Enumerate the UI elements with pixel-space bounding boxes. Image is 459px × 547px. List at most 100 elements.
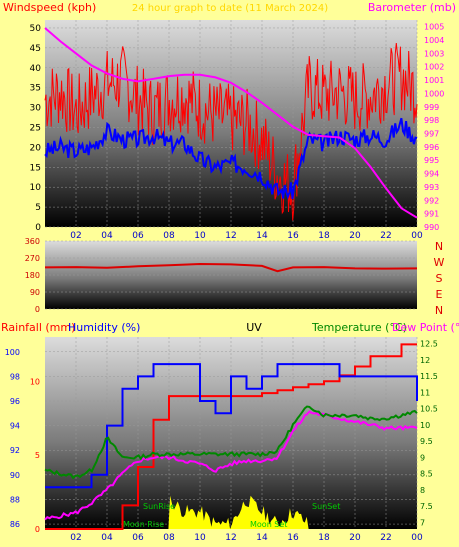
sunrise-label: SunRise	[143, 502, 175, 511]
rain-temp-x-tick-label: 12	[225, 533, 236, 543]
humidity-tick-label: 92	[10, 446, 20, 455]
direction-tick-label: 0	[35, 305, 40, 314]
barometer-axis-label: Barometer (mb)	[368, 1, 456, 14]
humidity-tick-label: 86	[10, 520, 20, 529]
series-rainfall	[45, 343, 417, 530]
humidity-tick-label: 100	[5, 348, 20, 357]
barometer-tick-label: 1002	[424, 63, 444, 72]
dewpoint-axis-label: Dew Point (°C)	[392, 321, 459, 334]
compass-label: W	[434, 256, 445, 269]
series-direction	[44, 262, 418, 273]
rainfall-tick-label: 10	[30, 377, 40, 386]
wind-x-tick-label: 00	[411, 231, 423, 241]
sunset-label: SunSet	[312, 502, 340, 511]
wind-x-tick-label: 08	[163, 231, 175, 241]
temperature-tick-label: 12.5	[420, 340, 438, 349]
compass-label: S	[436, 272, 443, 285]
windspeed-tick-label: 50	[30, 24, 42, 34]
temperature-tick-label: 10	[420, 421, 430, 430]
rain-temp-axis-ticks: 86889092949698100051077.588.599.51010.51…	[5, 340, 438, 543]
barometer-tick-label: 1005	[424, 23, 444, 32]
rain-temp-x-tick-label: 18	[318, 533, 330, 543]
wind-x-tick-label: 06	[132, 231, 144, 241]
series-dewpoint	[44, 405, 418, 480]
barometer-tick-label: 1001	[424, 76, 444, 85]
direction-series	[44, 262, 418, 273]
barometer-tick-label: 1000	[424, 89, 444, 98]
rainfall-tick-label: 5	[35, 451, 40, 460]
direction-grid	[45, 240, 417, 310]
barometer-tick-label: 992	[424, 196, 439, 205]
temperature-axis-label: Temperature (°C)	[311, 321, 407, 334]
humidity-axis-label: Humidity (%)	[68, 321, 140, 334]
windspeed-tick-label: 20	[30, 143, 42, 153]
compass-label: E	[436, 288, 443, 301]
direction-tick-label: 180	[25, 271, 40, 280]
temperature-tick-label: 9	[420, 453, 425, 462]
windspeed-tick-label: 45	[30, 44, 41, 54]
barometer-tick-label: 996	[424, 143, 439, 152]
wind-x-tick-label: 20	[349, 231, 361, 241]
temperature-tick-label: 9.5	[420, 437, 433, 446]
wind-series	[44, 27, 418, 221]
series-humidity	[45, 363, 418, 489]
rain-temp-x-tick-label: 22	[380, 533, 391, 543]
compass-label: N	[435, 240, 443, 253]
humidity-tick-label: 88	[10, 495, 20, 504]
moonrise-label: Moon Rise	[123, 520, 164, 529]
compass-label: N	[435, 304, 443, 317]
wind-axis-ticks: 0 5 10 15 20 25 30 35 40 45 50 990 991 992 993 994 995 99…	[30, 23, 445, 241]
rain-temp-x-tick-label: 20	[349, 533, 361, 543]
temperature-tick-label: 8.5	[420, 470, 433, 479]
humidity-tick-label: 94	[10, 422, 20, 431]
windspeed-tick-label: 15	[30, 163, 41, 173]
barometer-tick-label: 997	[424, 130, 439, 139]
rain-temp-x-tick-label: 16	[287, 533, 299, 543]
moonset-label: Moon Set	[250, 520, 287, 529]
temperature-tick-label: 11	[420, 388, 430, 397]
rainfall-tick-label: 0	[35, 525, 40, 534]
barometer-tick-label: 993	[424, 183, 439, 192]
wind-x-tick-label: 02	[70, 231, 81, 241]
barometer-tick-label: 994	[424, 170, 439, 179]
uv-axis-label: UV	[246, 321, 262, 334]
rain-temp-x-tick-label: 14	[256, 533, 268, 543]
windspeed-tick-label: 40	[30, 64, 42, 74]
barometer-tick-label: 1004	[424, 36, 444, 45]
wind-x-tick-label: 18	[318, 231, 330, 241]
series-avg	[44, 117, 418, 200]
wind-x-tick-label: 12	[225, 231, 236, 241]
barometer-tick-label: 990	[424, 223, 439, 232]
wind-x-tick-label: 14	[256, 231, 268, 241]
temperature-tick-label: 10.5	[420, 405, 438, 414]
barometer-tick-label: 999	[424, 103, 439, 112]
temperature-tick-label: 8	[420, 486, 425, 495]
rainfall-axis-label: Rainfall (mm)	[1, 321, 75, 334]
windspeed-tick-label: 35	[30, 84, 41, 94]
barometer-tick-label: 998	[424, 116, 439, 125]
humidity-tick-label: 98	[10, 372, 20, 381]
chart-title: 24 hour graph to date (11 March 2024)	[132, 3, 328, 14]
series-gust	[44, 42, 418, 221]
rain-temp-x-tick-label: 00	[411, 533, 423, 543]
series-temperature	[44, 410, 418, 521]
rain-temp-x-tick-label: 06	[132, 533, 144, 543]
windspeed-tick-label: 30	[30, 104, 42, 114]
wind-x-tick-label: 16	[287, 231, 299, 241]
windspeed-tick-label: 25	[30, 123, 41, 133]
temperature-tick-label: 7.5	[420, 502, 433, 511]
wind-x-tick-label: 10	[194, 231, 206, 241]
windspeed-tick-label: 10	[30, 183, 42, 193]
wind-x-tick-label: 04	[101, 231, 113, 241]
windspeed-tick-label: 0	[35, 223, 41, 233]
direction-tick-label: 90	[30, 288, 40, 297]
humidity-tick-label: 96	[10, 397, 20, 406]
rain-temp-series	[44, 343, 418, 530]
windspeed-axis-label: Windspeed (kph)	[3, 1, 96, 14]
temperature-tick-label: 12	[420, 356, 430, 365]
wind-x-tick-label: 22	[380, 231, 391, 241]
series-barometer	[44, 27, 418, 219]
